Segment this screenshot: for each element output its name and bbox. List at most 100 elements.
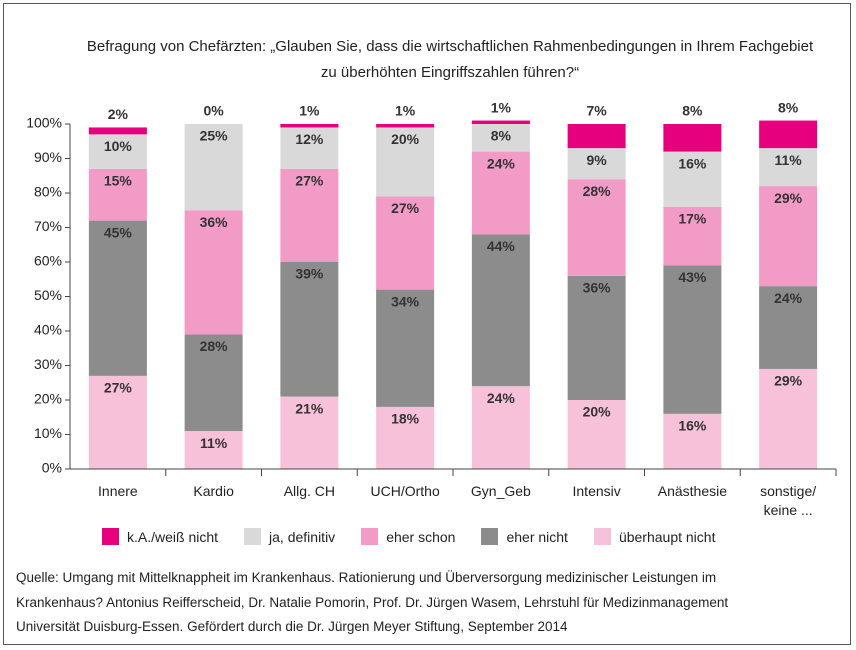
bar-segment	[759, 286, 818, 369]
bar-segment	[280, 262, 339, 397]
legend-item: ja, definitiv	[244, 528, 335, 545]
bar-segment	[88, 134, 147, 169]
bar-segment	[567, 179, 626, 276]
bar-segment	[663, 413, 722, 469]
bar-segment	[376, 196, 435, 290]
chart-title: Befragung von Chefärzten: „Glauben Sie, …	[40, 34, 856, 86]
bar-segment	[471, 234, 530, 387]
x-tick-label: Gyn_Geb	[470, 483, 531, 499]
bar-segment	[471, 386, 530, 469]
y-tick-label: 20%	[34, 391, 62, 407]
x-tick-label: Allg. CH	[283, 483, 336, 499]
bar-segment	[88, 168, 147, 221]
source-line: Universität Duisburg-Essen. Gefördert du…	[16, 619, 568, 634]
y-tick-label: 0%	[42, 460, 62, 476]
bar-segment	[376, 124, 435, 128]
title-line: Befragung von Chefärzten: „Glauben Sie, …	[86, 38, 814, 55]
legend-swatch	[361, 528, 379, 545]
data-label: 24%	[487, 155, 516, 171]
legend-label: eher nicht	[506, 528, 568, 545]
data-label: 28%	[583, 183, 612, 199]
bar-segment	[663, 124, 722, 152]
x-tick-label: Anästhesie	[657, 483, 728, 499]
bar-segment	[567, 275, 626, 400]
bar-segment	[567, 400, 626, 469]
data-label: 28%	[200, 338, 229, 354]
x-tick-label: Kardio	[193, 483, 234, 499]
data-label: 11%	[775, 152, 803, 168]
bar-segment	[567, 124, 626, 149]
legend-label: k.A./weiß nicht	[127, 528, 219, 545]
legend-item: k.A./weiß nicht	[102, 528, 218, 545]
data-label: 11%	[200, 435, 228, 451]
data-label: 0%	[204, 103, 225, 119]
data-label: 7%	[587, 103, 608, 119]
data-label: 21%	[295, 400, 324, 416]
data-label: 15%	[104, 173, 133, 189]
title-line: zu überhöhten Eingriffszahlen führen?“	[320, 64, 580, 81]
data-label: 16%	[678, 155, 707, 171]
data-label: 1%	[299, 103, 320, 119]
legend-swatch	[102, 528, 119, 545]
data-label: 1%	[491, 99, 512, 115]
bar-segment	[663, 151, 722, 207]
data-label: 43%	[678, 269, 707, 285]
data-label: 34%	[391, 293, 420, 309]
bar-segment	[663, 206, 722, 266]
data-label: 16%	[678, 418, 707, 434]
data-label: 1%	[395, 103, 416, 119]
bar-segment	[759, 148, 818, 187]
data-label: 24%	[774, 290, 803, 306]
data-label: 20%	[391, 131, 420, 147]
bar-segment	[280, 168, 339, 262]
y-tick-label: 40%	[34, 322, 62, 338]
bar-segment	[184, 431, 243, 469]
y-tick-label: 80%	[34, 184, 62, 200]
legend-swatch	[593, 528, 611, 545]
bar-segment	[88, 220, 147, 376]
bar-segment	[759, 186, 818, 287]
bar-segment	[471, 124, 530, 152]
source-line: Krankenhaus? Antonius Reifferscheid, Dr.…	[16, 594, 729, 610]
legend-label: eher schon	[386, 528, 456, 545]
source-line: Quelle: Umgang mit Mittelknappheit im Kr…	[16, 570, 717, 585]
data-label: 44%	[487, 238, 516, 254]
data-label: 17%	[678, 211, 707, 227]
data-label: 8%	[778, 99, 799, 115]
bar-segment	[376, 289, 435, 407]
x-tick-label: Intensiv	[572, 483, 621, 499]
y-tick-label: 30%	[34, 356, 62, 372]
data-label: 2%	[108, 106, 129, 122]
data-label: 8%	[491, 128, 512, 144]
bar-segment	[759, 368, 818, 469]
bar-segment	[471, 151, 530, 235]
bar-segment	[88, 375, 147, 469]
frame	[3, 3, 851, 645]
bar-segment	[471, 120, 530, 124]
data-label: 27%	[391, 200, 420, 216]
data-label: 8%	[682, 103, 703, 119]
bar-segment	[280, 124, 339, 128]
legend: k.A./weiß nicht ja, definitiv eher schon eh…	[102, 528, 715, 545]
y-tick-label: 70%	[34, 218, 62, 234]
data-label: 27%	[104, 380, 133, 396]
legend-swatch	[244, 528, 262, 545]
data-label: 24%	[487, 390, 516, 406]
legend-label: ja, definitiv	[269, 528, 336, 545]
y-tick-label: 100%	[26, 115, 62, 131]
bar-segment	[376, 406, 435, 469]
legend-item: eher nicht	[481, 528, 568, 545]
bar-segment	[280, 396, 339, 469]
legend-item: überhaupt nicht	[593, 528, 715, 545]
y-tick-label: 10%	[34, 425, 62, 441]
legend-swatch	[481, 528, 499, 545]
bar-segment	[759, 120, 818, 149]
data-label: 12%	[295, 131, 324, 147]
data-label: 36%	[200, 214, 229, 230]
data-label: 9%	[587, 152, 608, 168]
x-tick-label: Innere	[98, 483, 138, 499]
bar-segment	[88, 127, 147, 135]
y-tick-label: 50%	[34, 287, 62, 303]
